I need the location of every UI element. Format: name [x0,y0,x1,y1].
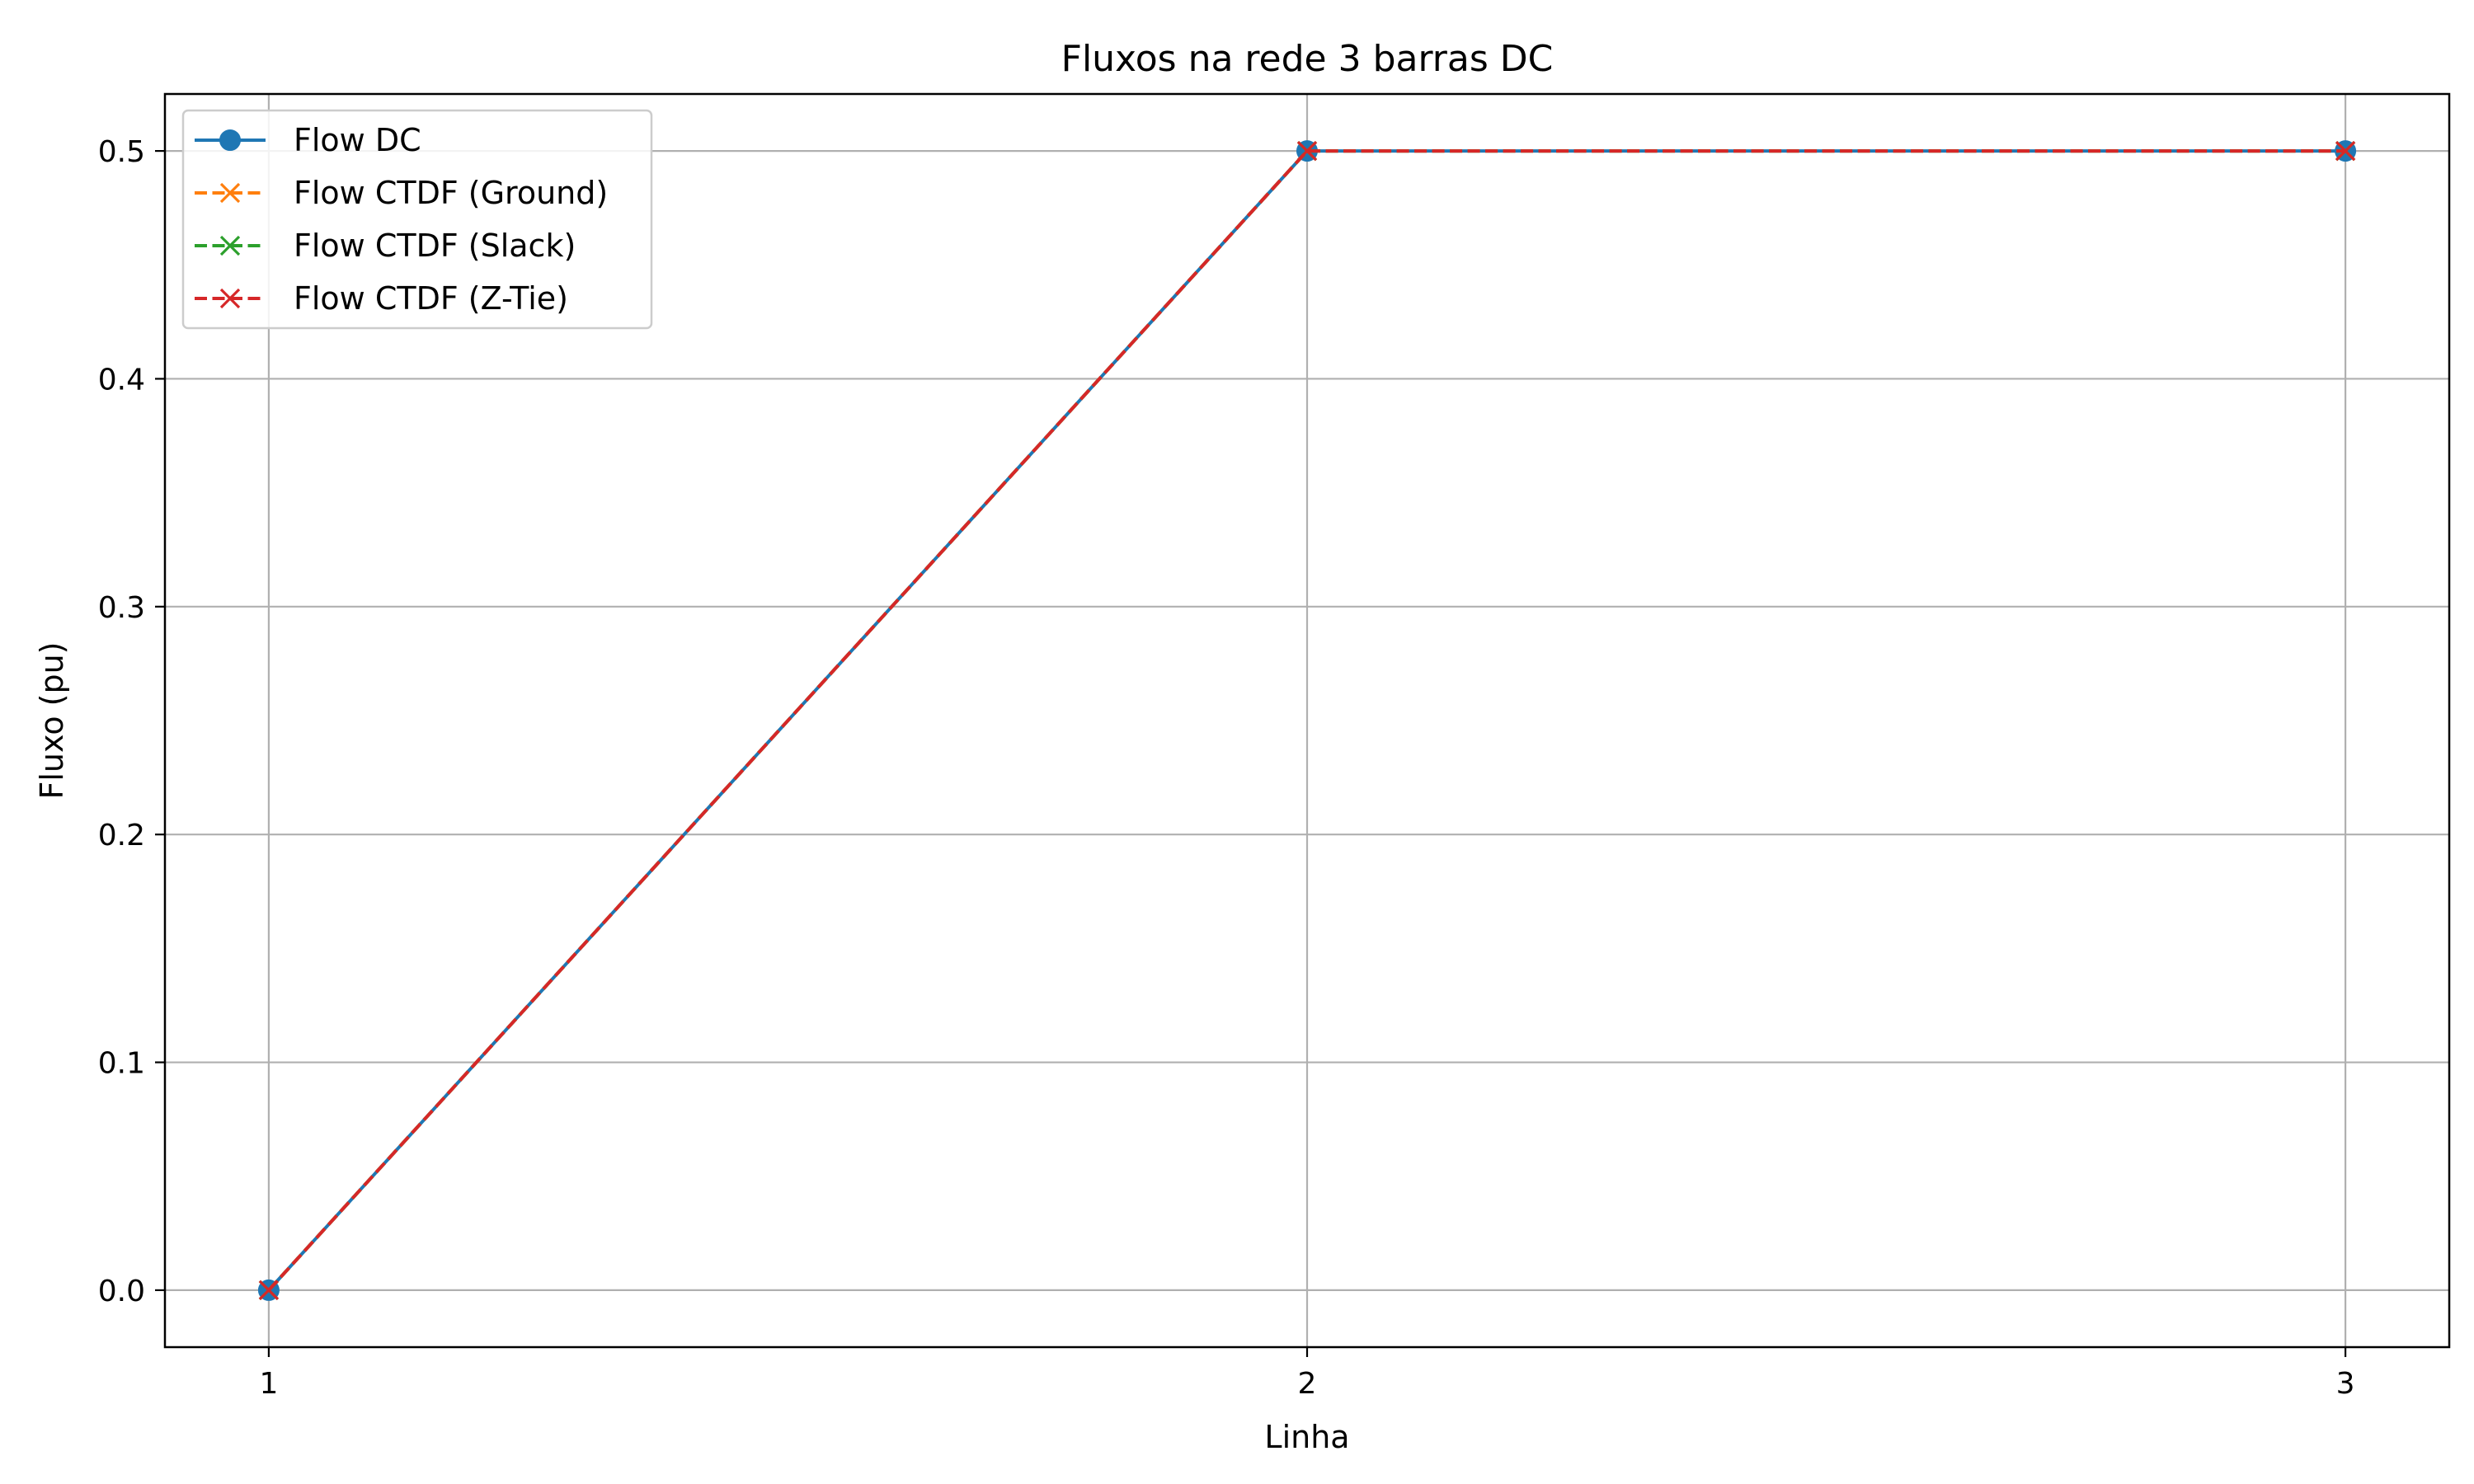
series-flow-ctdf-z-tie [258,140,2356,1301]
legend-marker [219,129,241,151]
legend-item: Flow CTDF (Z-Tie) [195,280,568,317]
legend-label: Flow CTDF (Z-Tie) [294,280,568,317]
legend-label: Flow CTDF (Slack) [294,228,576,264]
legend-item: Flow CTDF (Slack) [195,228,576,264]
y-tick-label: 0.0 [98,1275,145,1308]
legend-label: Flow CTDF (Ground) [294,175,608,211]
x-axis-label: Linha [1264,1419,1349,1455]
marker-stroke [258,1280,280,1301]
data-point [2335,140,2356,162]
legend-marker [219,182,241,204]
marker-stroke [1296,140,1318,162]
marker-stroke [219,288,241,309]
marker-stroke [219,235,241,256]
marker-stroke [219,182,241,204]
legend-marker [219,288,241,309]
y-axis-label: Fluxo (pu) [34,641,70,799]
legend-marker [219,235,241,256]
series-group [257,140,2357,1301]
legend-item: Flow CTDF (Ground) [195,175,608,211]
y-tick-label: 0.3 [98,591,145,625]
axis-ticks: 1 2 3 0.0 0.1 0.2 0.3 0.4 0.5 [98,135,2355,1401]
data-point [1296,140,1318,162]
data-point [258,1280,280,1301]
y-tick-label: 0.4 [98,363,145,397]
x-tick-label: 1 [259,1367,278,1401]
y-tick-label: 0.1 [98,1047,145,1081]
x-tick-label: 2 [1298,1367,1317,1401]
y-tick-label: 0.2 [98,819,145,852]
legend-item: Flow DC [195,122,421,158]
marker-stroke [2335,140,2356,162]
y-tick-label: 0.5 [98,135,145,169]
chart-title: Fluxos na rede 3 barras DC [1061,38,1554,80]
legend: Flow DC Flow CTDF (Ground) Flow CTDF (Slac… [181,109,653,330]
x-tick-label: 3 [2336,1367,2355,1401]
legend-label: Flow DC [294,122,421,158]
legend-box [181,109,653,330]
